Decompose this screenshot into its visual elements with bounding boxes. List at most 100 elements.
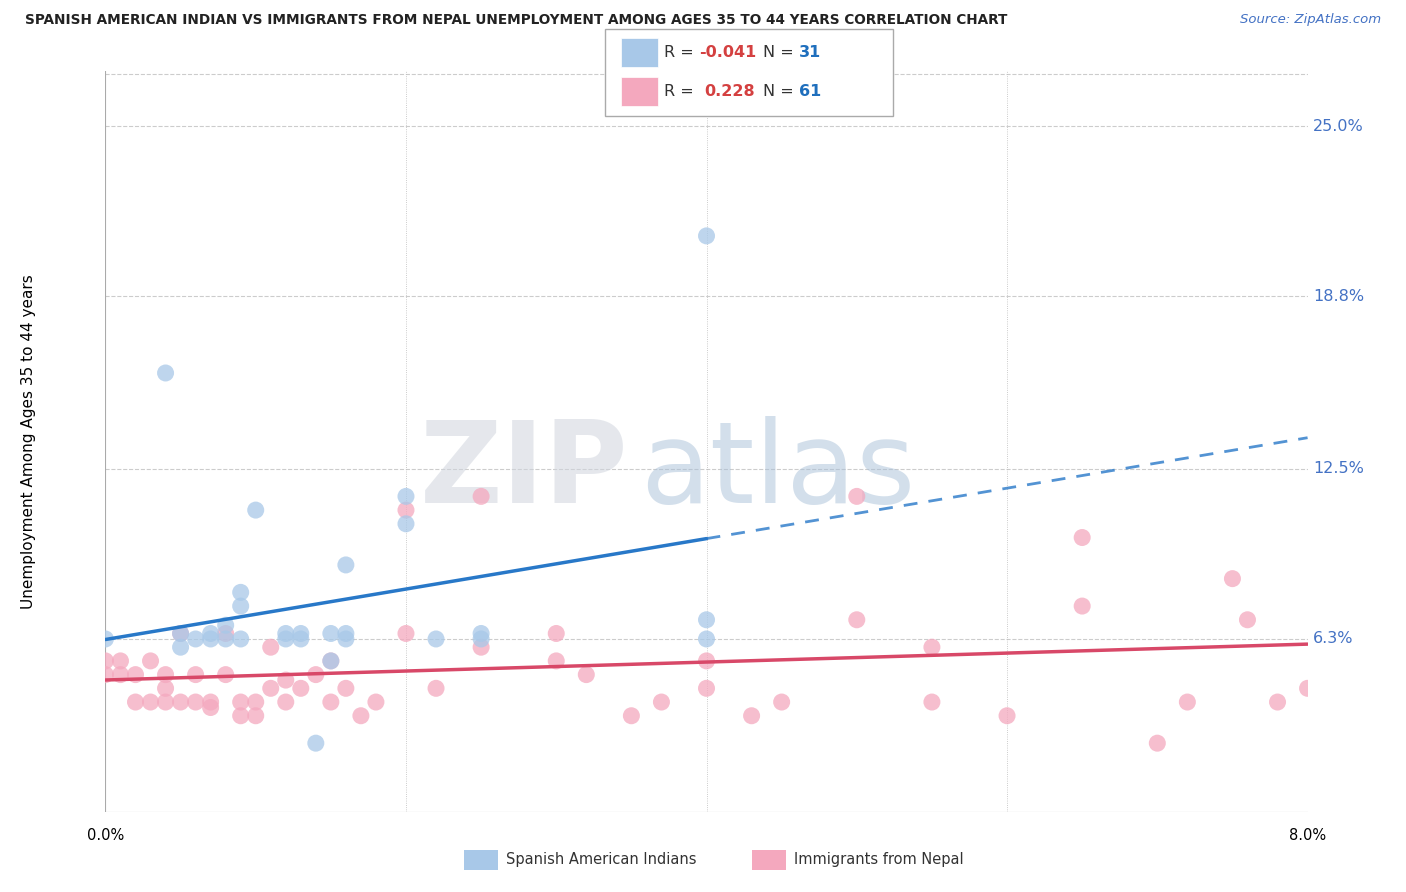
Point [274,673,297,687]
Text: R =: R = [664,45,699,60]
Point [921,640,943,655]
Point [696,613,718,627]
Point [395,503,418,517]
Text: 0.228: 0.228 [704,84,755,99]
Point [290,632,312,646]
Point [110,654,132,668]
Point [470,489,492,503]
Point [470,626,492,640]
Point [214,667,236,681]
Point [155,695,177,709]
Point [696,632,718,646]
Point [260,640,283,655]
Point [94,632,117,646]
Point [1071,599,1094,613]
Point [335,681,357,696]
Point [94,654,117,668]
Point [229,585,252,599]
Point [110,667,132,681]
Point [1267,695,1289,709]
Point [395,516,418,531]
Point [845,489,868,503]
Point [184,695,207,709]
Text: R =: R = [664,84,703,99]
Text: 12.5%: 12.5% [1313,461,1364,476]
Point [770,695,793,709]
Point [274,632,297,646]
Text: SPANISH AMERICAN INDIAN VS IMMIGRANTS FROM NEPAL UNEMPLOYMENT AMONG AGES 35 TO 4: SPANISH AMERICAN INDIAN VS IMMIGRANTS FR… [25,13,1008,28]
Point [696,228,718,243]
Point [1071,531,1094,545]
Point [155,366,177,380]
Point [350,708,373,723]
Point [229,632,252,646]
Point [425,632,447,646]
Text: atlas: atlas [640,416,915,526]
Point [470,632,492,646]
Point [1222,572,1244,586]
Text: Immigrants from Nepal: Immigrants from Nepal [794,853,965,867]
Text: N =: N = [763,84,800,99]
Point [364,695,387,709]
Text: 61: 61 [799,84,821,99]
Point [229,599,252,613]
Text: 0.0%: 0.0% [87,828,124,843]
Point [395,626,418,640]
Point [245,503,267,517]
Text: N =: N = [763,45,800,60]
Point [245,695,267,709]
Point [335,632,357,646]
Point [124,695,146,709]
Text: Source: ZipAtlas.com: Source: ZipAtlas.com [1240,13,1381,27]
Point [319,695,342,709]
Point [139,654,162,668]
Point [546,654,568,668]
Point [395,489,418,503]
Point [319,654,342,668]
Point [229,695,252,709]
Text: Spanish American Indians: Spanish American Indians [506,853,696,867]
Point [200,632,222,646]
Point [305,667,328,681]
Point [245,708,267,723]
Point [214,626,236,640]
Point [200,700,222,714]
Point [155,667,177,681]
Text: 31: 31 [799,45,821,60]
Point [620,708,643,723]
Text: 6.3%: 6.3% [1313,632,1354,647]
Point [169,626,191,640]
Point [335,558,357,572]
Point [155,681,177,696]
Point [546,626,568,640]
Point [229,708,252,723]
Point [845,613,868,627]
Point [425,681,447,696]
Point [169,695,191,709]
Point [1236,613,1258,627]
Point [260,681,283,696]
Point [214,618,236,632]
Point [575,667,598,681]
Point [139,695,162,709]
Point [169,626,191,640]
Point [124,667,146,681]
Point [274,626,297,640]
Text: 8.0%: 8.0% [1289,828,1326,843]
Point [921,695,943,709]
Point [184,632,207,646]
Point [290,626,312,640]
Point [696,681,718,696]
Point [741,708,763,723]
Point [169,640,191,655]
Point [995,708,1018,723]
Point [696,654,718,668]
Point [305,736,328,750]
Text: ZIP: ZIP [420,416,628,526]
Point [1146,736,1168,750]
Point [200,626,222,640]
Text: 18.8%: 18.8% [1313,289,1364,303]
Point [319,654,342,668]
Point [214,632,236,646]
Point [470,640,492,655]
